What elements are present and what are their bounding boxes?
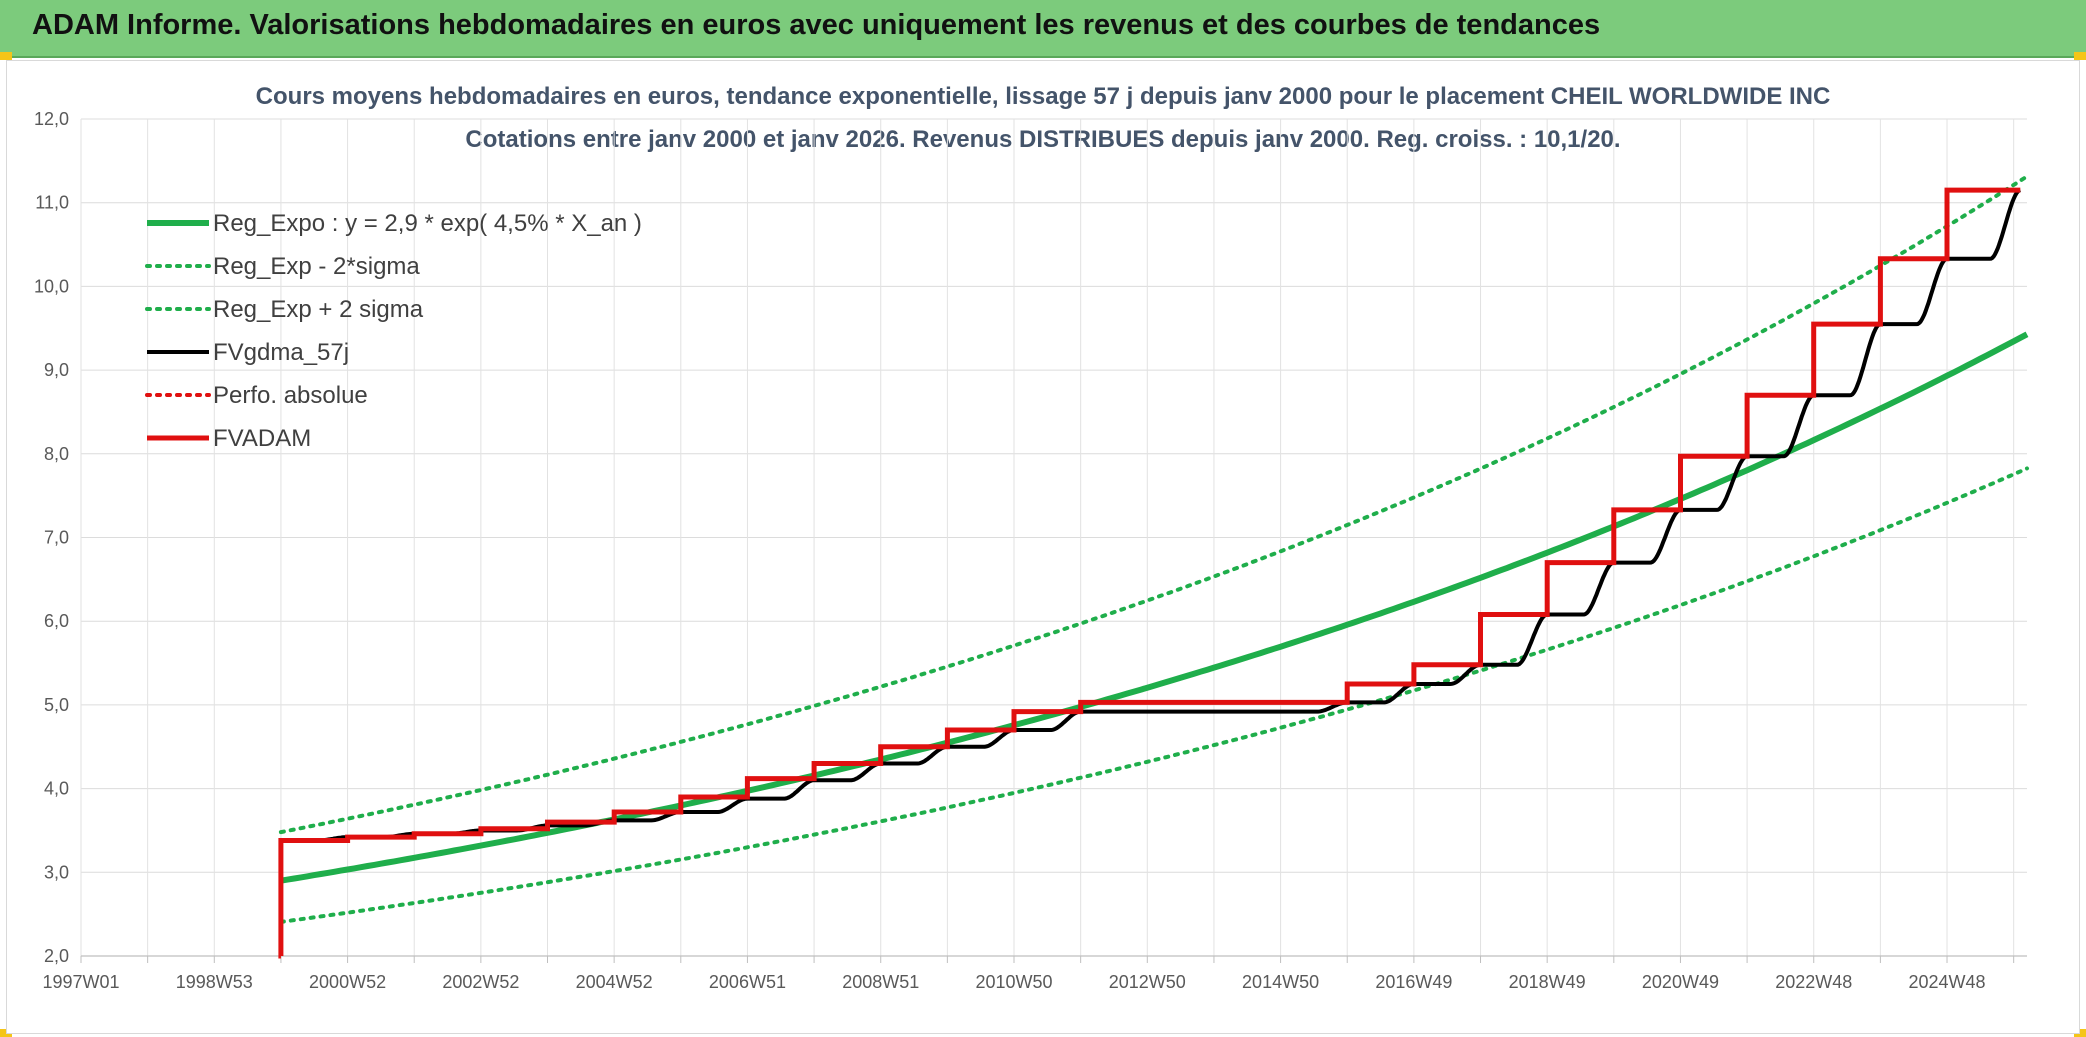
chart-subtitle: Cotations entre janv 2000 et janv 2026. …: [465, 126, 1620, 153]
x-tick-label: 2018W49: [1509, 972, 1586, 992]
x-tick-label: 2014W50: [1242, 972, 1319, 992]
y-tick-label: 10,0: [34, 276, 69, 296]
x-axis: 1997W01 1998W53 2000W52 2002W52 2004W52 2006W…: [42, 955, 2027, 992]
chart-title: Cours moyens hebdomadaires en euros, ten…: [256, 83, 1831, 110]
series-lines: [278, 174, 2029, 959]
x-tick-label: 2008W51: [842, 972, 919, 992]
x-tick-label: 2012W50: [1109, 972, 1186, 992]
corner-marker-top-left: [0, 52, 12, 60]
legend-label: Perfo. absolue: [213, 382, 368, 409]
y-tick-label: 6,0: [44, 611, 69, 631]
series-line-5: [278, 187, 2021, 959]
chart-area: Cours moyens hebdomadaires en euros, ten…: [6, 60, 2080, 1034]
x-tick-label: 1998W53: [176, 972, 253, 992]
y-tick-label: 8,0: [44, 444, 69, 464]
report-title: ADAM Informe. Valorisations hebdomadaire…: [32, 9, 1601, 41]
report-header: ADAM Informe. Valorisations hebdomadaire…: [0, 0, 2086, 58]
series-line-1: [278, 466, 2029, 924]
chart-svg: Cours moyens hebdomadaires en euros, ten…: [34, 83, 2029, 992]
x-tick-label: 2006W51: [709, 972, 786, 992]
legend: Reg_Expo : y = 2,9 * exp( 4,5% * X_an ) R…: [145, 210, 642, 452]
y-tick-label: 3,0: [44, 862, 69, 882]
x-tick-label: 2002W52: [442, 972, 519, 992]
corner-marker-top-right: [2074, 52, 2086, 60]
x-tick-label: 1997W01: [42, 972, 119, 992]
x-tick-label: 2024W48: [1908, 972, 1985, 992]
legend-label: Reg_Exp - 2*sigma: [213, 253, 420, 280]
y-tick-label: 4,0: [44, 779, 69, 799]
y-tick-label: 2,0: [44, 946, 69, 966]
legend-label: FVgdma_57j: [213, 339, 349, 366]
y-tick-label: 9,0: [44, 360, 69, 380]
legend-label: Reg_Expo : y = 2,9 * exp( 4,5% * X_an ): [213, 210, 642, 237]
corner-marker-bottom-right: [2074, 1029, 2086, 1037]
series-line-2: [278, 174, 2029, 835]
legend-label: Reg_Exp + 2 sigma: [213, 296, 424, 323]
x-tick-label: 2000W52: [309, 972, 386, 992]
x-tick-label: 2010W50: [975, 972, 1052, 992]
series-line-0: [280, 331, 2029, 884]
y-tick-label: 5,0: [44, 695, 69, 715]
y-axis: 2,0 3,0 4,0 5,0 6,0 7,0 8,0 9,0 10,0 11,0 12,0: [34, 109, 69, 966]
y-tick-label: 12,0: [34, 109, 69, 129]
legend-label: FVADAM: [213, 425, 311, 452]
x-tick-label: 2004W52: [576, 972, 653, 992]
series-line-3: [280, 188, 2021, 843]
y-tick-label: 11,0: [35, 193, 69, 213]
y-tick-label: 7,0: [44, 528, 69, 548]
grid-lines: [80, 118, 2027, 957]
x-tick-label: 2016W49: [1375, 972, 1452, 992]
x-tick-label: 2022W48: [1775, 972, 1852, 992]
x-tick-label: 2020W49: [1642, 972, 1719, 992]
